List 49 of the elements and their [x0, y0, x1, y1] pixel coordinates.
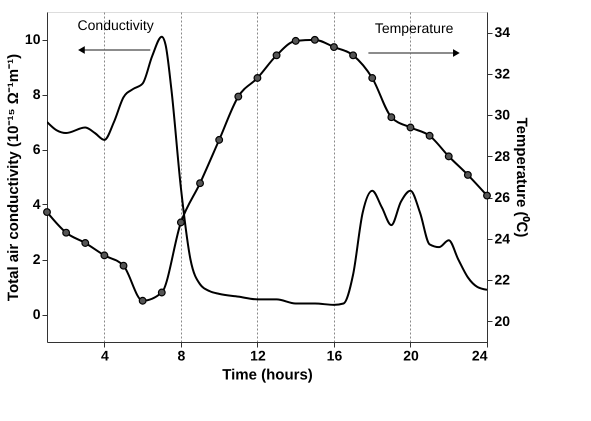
point [387, 113, 396, 122]
point [310, 36, 319, 44]
y-tick-label: 4 [32, 196, 41, 212]
point [368, 74, 376, 82]
point [62, 228, 70, 237]
x-tick-label: 8 [178, 348, 186, 364]
y-tick-label: 0 [32, 306, 41, 322]
point [120, 262, 128, 270]
y2-tick-label: 24 [494, 230, 510, 246]
y2-tick-label: 30 [494, 106, 510, 123]
point [253, 74, 262, 82]
point [444, 152, 453, 160]
y2-tick-label: 32 [494, 65, 510, 82]
point [43, 208, 51, 216]
y-tick-label: 2 [32, 251, 41, 267]
y2-tick-label: 28 [494, 148, 510, 164]
point [272, 51, 281, 60]
point [426, 132, 434, 140]
point [483, 192, 491, 200]
point [100, 251, 108, 260]
y-tick-label: 10 [24, 31, 41, 47]
point [330, 43, 338, 52]
y2-tick-label: 22 [494, 272, 510, 288]
point [158, 288, 166, 296]
y2-axis-title: Temperature (⁰C) [513, 118, 532, 238]
point [215, 136, 224, 144]
point [81, 239, 90, 247]
point [138, 296, 147, 305]
series-label: Conductivity [78, 16, 154, 33]
point [464, 170, 472, 179]
y-axis-title: Total air conductivity (10⁻¹⁵ Ω⁻¹m⁻¹) [4, 54, 22, 302]
y2-tick-label: 26 [494, 189, 510, 206]
y-tick-label: 6 [32, 141, 41, 157]
series-label: Temperature [374, 20, 454, 36]
y2-tick-label: 34 [494, 24, 510, 40]
x-tick-label: 20 [403, 348, 419, 364]
y-tick-label: 8 [32, 86, 41, 102]
x-tick-label: 4 [100, 348, 109, 364]
x-tick-label: 24 [472, 348, 488, 364]
y2-tick-label: 20 [494, 312, 510, 329]
point [349, 51, 358, 60]
x-tick-label: 16 [326, 348, 342, 364]
point [234, 92, 242, 101]
point [196, 179, 204, 188]
point [406, 124, 414, 132]
x-tick-label: 12 [250, 348, 266, 364]
x-axis-title: Time (hours) [222, 366, 313, 384]
point [292, 36, 300, 45]
point [176, 218, 185, 226]
